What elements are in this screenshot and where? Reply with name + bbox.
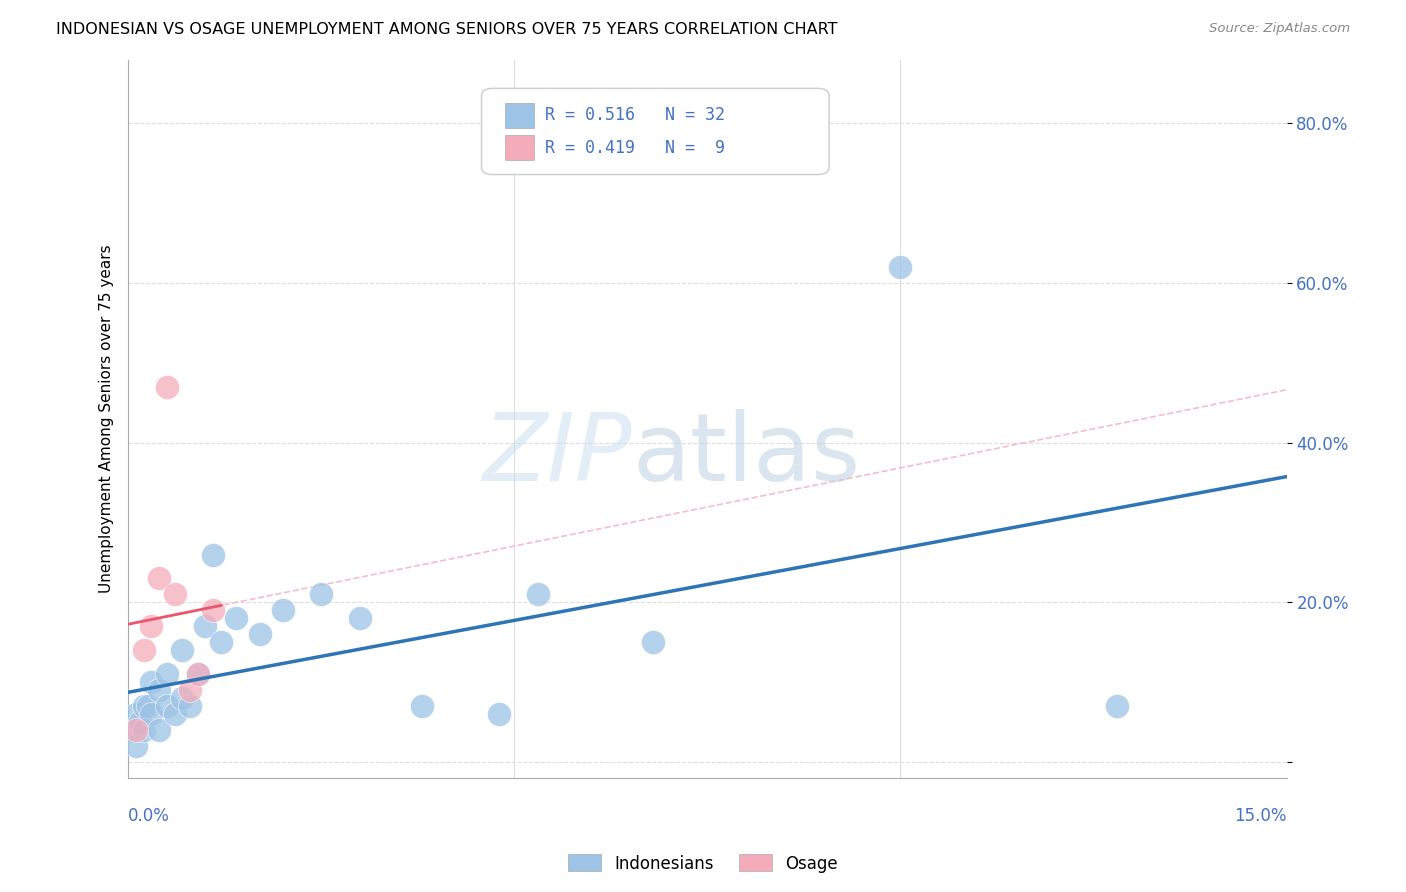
Point — [148, 571, 170, 585]
Point — [349, 611, 371, 625]
Point — [156, 380, 179, 394]
FancyBboxPatch shape — [481, 88, 830, 175]
Text: ZIP: ZIP — [482, 409, 633, 500]
Point — [1105, 699, 1128, 714]
Text: INDONESIAN VS OSAGE UNEMPLOYMENT AMONG SENIORS OVER 75 YEARS CORRELATION CHART: INDONESIAN VS OSAGE UNEMPLOYMENT AMONG S… — [56, 22, 838, 37]
Point — [128, 715, 150, 730]
Point — [148, 683, 170, 698]
Point — [132, 723, 155, 738]
Point — [136, 699, 159, 714]
Text: 15.0%: 15.0% — [1234, 806, 1286, 825]
Legend: Indonesians, Osage: Indonesians, Osage — [561, 847, 845, 880]
Point — [141, 707, 163, 722]
Point — [179, 699, 201, 714]
Point — [202, 548, 225, 562]
Point — [411, 699, 433, 714]
Y-axis label: Unemployment Among Seniors over 75 years: Unemployment Among Seniors over 75 years — [100, 244, 114, 593]
Text: atlas: atlas — [633, 409, 860, 500]
Point — [271, 603, 294, 617]
Point — [488, 707, 510, 722]
Point — [125, 707, 148, 722]
Point — [249, 627, 271, 641]
Point — [172, 691, 194, 706]
Point — [132, 643, 155, 657]
Text: 0.0%: 0.0% — [128, 806, 170, 825]
Point — [125, 723, 148, 738]
Text: R = 0.419   N =  9: R = 0.419 N = 9 — [546, 139, 725, 157]
Point — [225, 611, 247, 625]
Point — [141, 675, 163, 690]
FancyBboxPatch shape — [505, 135, 534, 161]
Point — [172, 643, 194, 657]
Point — [194, 619, 217, 633]
Point — [187, 667, 209, 681]
Point — [156, 667, 179, 681]
Point — [148, 723, 170, 738]
Point — [163, 707, 186, 722]
Point — [889, 260, 911, 274]
Text: Source: ZipAtlas.com: Source: ZipAtlas.com — [1209, 22, 1350, 36]
Point — [156, 699, 179, 714]
Point — [209, 635, 232, 649]
Point — [163, 587, 186, 601]
Point — [121, 723, 143, 738]
Point — [141, 619, 163, 633]
Point — [187, 667, 209, 681]
Point — [179, 683, 201, 698]
Point — [202, 603, 225, 617]
Point — [526, 587, 548, 601]
Point — [125, 739, 148, 753]
Point — [132, 699, 155, 714]
Point — [311, 587, 333, 601]
FancyBboxPatch shape — [505, 103, 534, 128]
Point — [643, 635, 665, 649]
Text: R = 0.516   N = 32: R = 0.516 N = 32 — [546, 106, 725, 124]
